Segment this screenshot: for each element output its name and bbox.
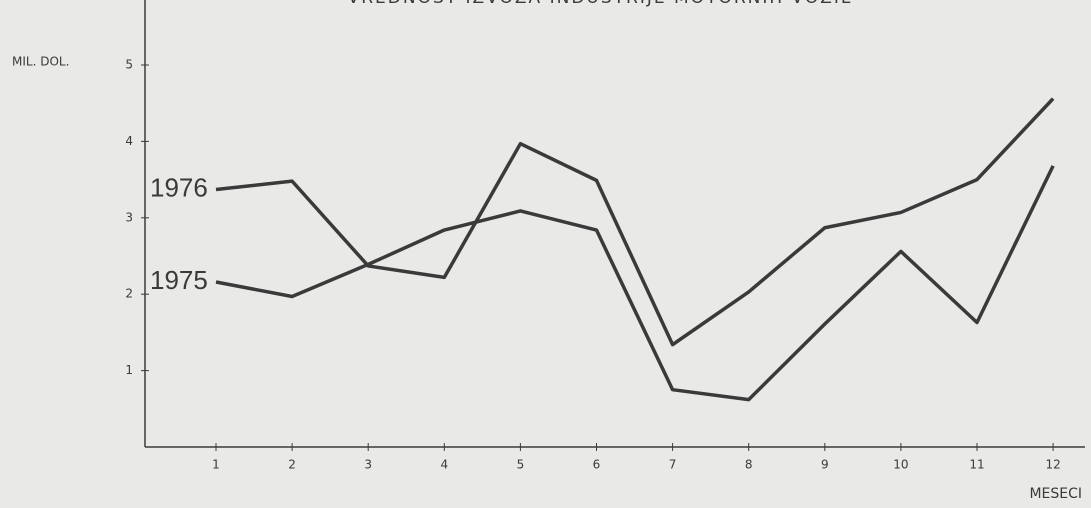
chart-title: VREDNOST IZVOZA INDUSTRIJE MOTORNIH VOZI… [348, 0, 853, 8]
y-axis-label: MIL. DOL. [12, 55, 69, 69]
series-label: 1976 [150, 172, 208, 202]
x-tick-label: 12 [1045, 458, 1060, 472]
y-tick-label: 4 [125, 134, 133, 148]
x-tick-label: 7 [669, 458, 677, 472]
x-tick-label: 5 [517, 458, 525, 472]
x-tick-label: 10 [893, 458, 908, 472]
x-axis-label: MESECI [1029, 486, 1082, 502]
series-label: 1975 [150, 265, 208, 295]
x-tick-label: 8 [745, 458, 753, 472]
y-tick-label: 5 [125, 58, 133, 72]
series-line [215, 97, 1055, 347]
x-tick-label: 4 [440, 458, 448, 472]
x-tick-label: 3 [364, 458, 372, 472]
y-tick-label: 2 [125, 287, 133, 301]
x-tick-label: 2 [288, 458, 296, 472]
x-tick-label: 11 [969, 458, 984, 472]
y-tick-label: 3 [125, 210, 133, 224]
series-line [215, 165, 1055, 402]
x-tick-label: 9 [821, 458, 829, 472]
y-tick-label: 1 [125, 363, 133, 377]
x-tick-label: 1 [212, 458, 220, 472]
x-tick-label: 6 [593, 458, 601, 472]
